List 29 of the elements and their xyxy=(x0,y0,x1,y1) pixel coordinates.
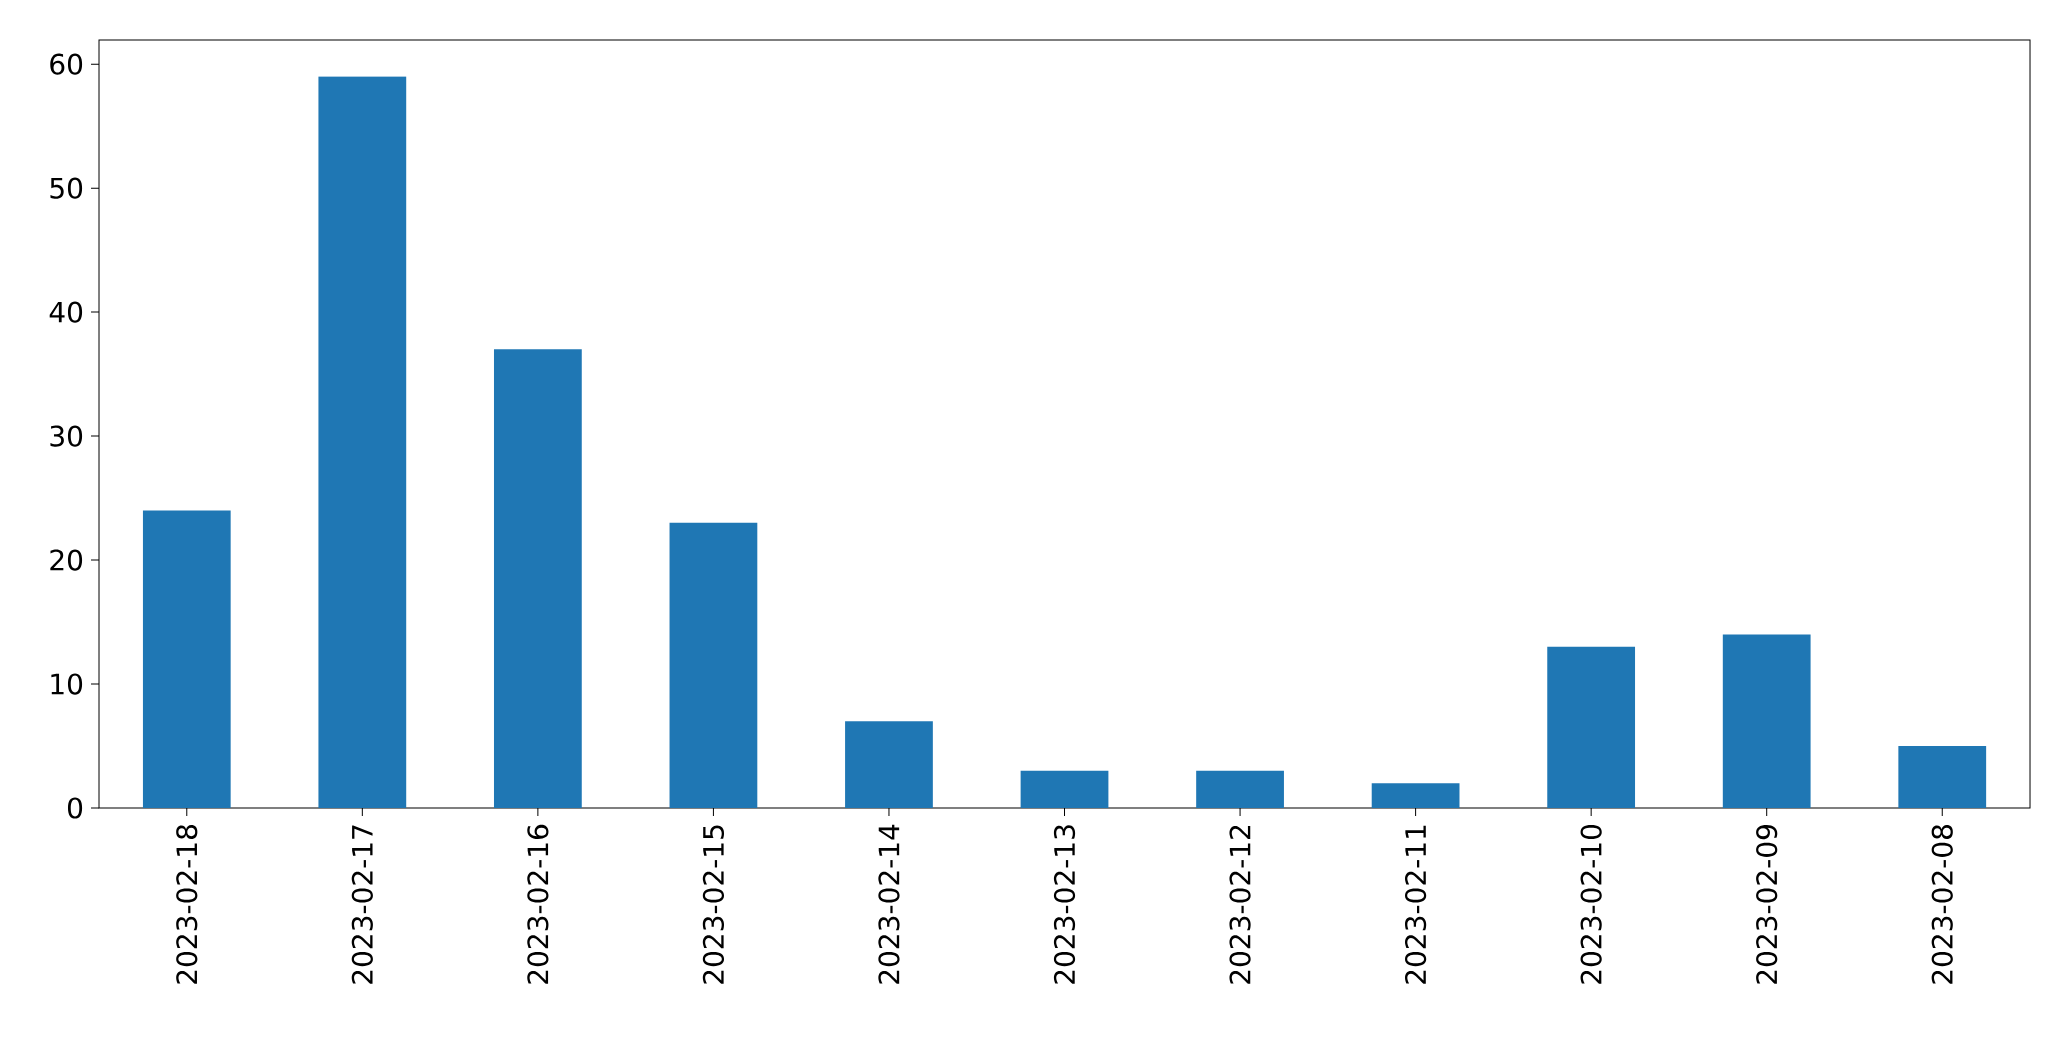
x-tick-label: 2023-02-14 xyxy=(878,824,900,984)
bar xyxy=(845,721,933,808)
x-tick-label: 2023-02-17 xyxy=(351,825,373,984)
bar xyxy=(1196,770,1284,808)
y-tick-label: 60 xyxy=(50,53,83,75)
bar xyxy=(1898,746,1987,808)
bar xyxy=(1722,634,1811,808)
y-tick-label: 30 xyxy=(50,425,83,447)
x-tick-label: 2023-02-10 xyxy=(1580,824,1602,984)
y-tick-label: 50 xyxy=(50,177,83,199)
x-tick-label: 2023-02-12 xyxy=(1229,825,1251,984)
x-tick-label: 2023-02-11 xyxy=(1405,825,1427,984)
bar xyxy=(669,522,758,808)
y-tick-label: 20 xyxy=(50,549,83,571)
bar xyxy=(1547,646,1636,808)
x-tick-label: 2023-02-18 xyxy=(176,825,198,984)
bar xyxy=(318,76,407,808)
x-tick-label: 2023-02-08 xyxy=(1931,825,1953,984)
bar xyxy=(142,510,231,808)
y-tick-label: 40 xyxy=(49,301,83,323)
bar xyxy=(1020,770,1109,808)
bar xyxy=(1371,783,1460,808)
x-tick-label: 2023-02-13 xyxy=(1053,825,1076,984)
x-tick-label: 2023-02-16 xyxy=(527,824,549,984)
x-tick-label: 2023-02-15 xyxy=(702,825,725,984)
x-tick-label: 2023-02-09 xyxy=(1756,825,1778,984)
y-tick-label: 10 xyxy=(51,673,83,695)
bar xyxy=(493,349,582,808)
y-tick-label: 0 xyxy=(67,797,83,819)
